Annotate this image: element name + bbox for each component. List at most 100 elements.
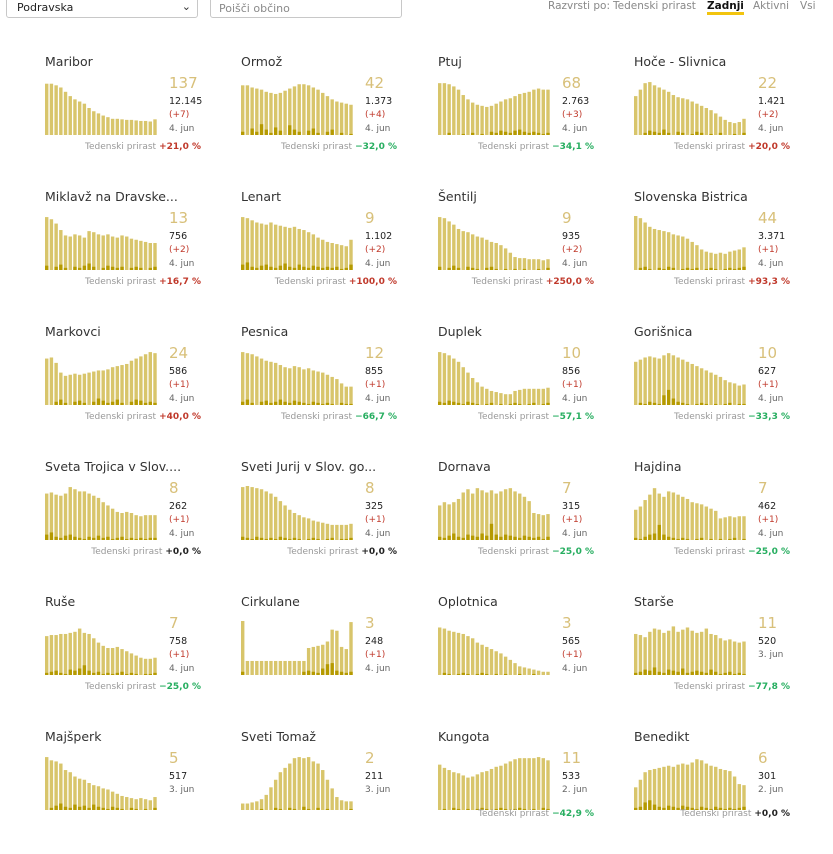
active-cases-bar xyxy=(297,515,301,540)
municipality-card[interactable]: Duplek 10 856 (+1) 4. jun Tedenski prirast −57… xyxy=(438,324,628,449)
new-cases-bar xyxy=(278,399,283,405)
new-cases-bar xyxy=(546,402,550,405)
new-cases-bar xyxy=(68,669,72,675)
active-cases-bar xyxy=(153,515,157,540)
active-cases-bar xyxy=(120,365,124,405)
active-cases-bar xyxy=(143,120,148,135)
new-cases-bar xyxy=(92,266,96,270)
municipality-card[interactable]: Starše 11 520 3. jun Tedenski prirast −77,8 % xyxy=(634,594,824,719)
active-cases-bar xyxy=(508,394,513,405)
active-cases-bar xyxy=(666,491,671,540)
municipality-card[interactable]: Slovenska Bistrica 44 3.371 (+1) 4. jun Teden… xyxy=(634,189,824,314)
active-cases-bar xyxy=(129,119,134,135)
new-cases-bar xyxy=(120,402,124,405)
active-cases-bar xyxy=(302,84,306,135)
active-cases-bar xyxy=(522,758,527,810)
active-cases-bar xyxy=(125,236,129,270)
new-cases-bar xyxy=(241,671,245,675)
municipality-card[interactable]: Oplotnica 3 565 (+1) 4. jun xyxy=(438,594,628,719)
municipality-card[interactable]: Benedikt 6 301 2. jun Tedenski prirast +0,0 % xyxy=(634,729,824,854)
municipality-card[interactable]: Cirkulane 3 248 (+1) 4. jun xyxy=(241,594,431,719)
municipality-card[interactable]: Hajdina 7 462 (+1) 4. jun Tedenski prirast −25… xyxy=(634,459,824,584)
new-cases-bar xyxy=(718,807,723,810)
active-cases-bar xyxy=(339,102,344,135)
active-cases-bar xyxy=(45,493,49,540)
active-cases-bar xyxy=(49,357,54,405)
sort-option-weekly-growth[interactable]: Tedenski prirast xyxy=(613,0,696,12)
weekly-growth-label: Tedenski prirast xyxy=(85,412,157,422)
active-cases-bar xyxy=(513,759,517,810)
municipality-card[interactable]: Gorišnica 10 627 (+1) 4. jun Tedenski prirast… xyxy=(634,324,824,449)
new-cases-bar xyxy=(657,267,661,270)
weekly-growth-label: Tedenski prirast xyxy=(85,142,157,152)
municipality-card[interactable]: Majšperk 5 517 3. jun xyxy=(45,729,235,854)
municipality-card[interactable]: Kungota 11 533 2. jun Tedenski prirast −42,9 … xyxy=(438,729,628,854)
municipality-card[interactable]: Dornava 7 315 (+1) 4. jun Tedenski prirast −25… xyxy=(438,459,628,584)
active-cases-bar xyxy=(447,355,451,405)
sort-option-latest[interactable]: Zadnji xyxy=(707,0,744,15)
new-cases-bar xyxy=(671,398,676,405)
region-select[interactable]: Podravska ⌄ xyxy=(6,0,198,18)
municipality-card[interactable]: Sveti Jurij v Slov. go... 8 325 (+1) 4. jun T… xyxy=(241,459,431,584)
new-cases-bar xyxy=(714,671,718,675)
active-cases-bar xyxy=(485,106,489,135)
municipality-card[interactable]: Sveti Tomaž 2 211 3. jun xyxy=(241,729,431,854)
municipality-card[interactable]: Miklavž na Dravske... 13 756 (+2) 4. jun Tede… xyxy=(45,189,235,314)
municipality-card[interactable]: Ormož 42 1.373 (+4) 4. jun Tedenski prirast −3… xyxy=(241,54,431,179)
new-cases-bar xyxy=(273,807,278,810)
new-cases-bar xyxy=(269,266,273,270)
new-cases-bar xyxy=(728,807,732,810)
active-cases-bar xyxy=(518,666,522,675)
new-cases-bar xyxy=(508,132,513,135)
active-cases-bar xyxy=(316,89,320,135)
active-cases-bar xyxy=(302,230,306,270)
active-cases-bar xyxy=(461,367,465,405)
municipality-search-input[interactable]: Poišči občino xyxy=(210,0,402,18)
new-cases-bar xyxy=(522,808,527,810)
active-cases-bar xyxy=(73,489,77,540)
new-cases-bar xyxy=(704,807,709,810)
new-cases-bar xyxy=(125,673,129,675)
new-cases-bar xyxy=(699,132,704,135)
active-cases-bar xyxy=(273,779,278,810)
new-cases-bar xyxy=(92,537,96,540)
sparkline-svg xyxy=(241,217,353,270)
active-cases-bar xyxy=(456,361,461,405)
new-cases-bar xyxy=(101,673,105,675)
active-cases-bar xyxy=(335,379,339,405)
active-cases-bar xyxy=(325,523,330,540)
new-cases-bar xyxy=(153,402,157,405)
active-cases-bar xyxy=(129,238,134,270)
active-cases-bar xyxy=(480,490,484,540)
new-cases-bar xyxy=(690,671,694,675)
new-cases-bar xyxy=(110,401,115,405)
cases-bar-chart xyxy=(634,81,747,135)
municipality-card[interactable]: Ruše 7 758 (+1) 4. jun Tedenski prirast −25,0 … xyxy=(45,594,235,719)
municipality-card[interactable]: Hoče - Slivnica 22 1.421 (+2) 4. jun Tedenski… xyxy=(634,54,824,179)
new-cases-bar xyxy=(96,398,101,405)
weekly-growth-value: +0,0 % xyxy=(165,547,201,557)
weekly-growth-label: Tedenski prirast xyxy=(85,277,157,287)
municipality-card[interactable]: Markovci 24 586 (+1) 4. jun Tedenski prirast +… xyxy=(45,324,235,449)
sort-option-all[interactable]: Vsi xyxy=(800,0,816,12)
active-cases-bar xyxy=(143,658,148,675)
total-cases-count: 1.102 xyxy=(365,231,393,242)
new-cases-bar xyxy=(494,132,498,135)
municipality-card[interactable]: Ptuj 68 2.763 (+3) 4. jun Tedenski prirast −34… xyxy=(438,54,628,179)
new-cases-bar xyxy=(129,267,134,270)
municipality-card[interactable]: Šentilj 9 935 (+2) 4. jun Tedenski prirast +25… xyxy=(438,189,628,314)
last-update-date: 4. jun xyxy=(562,394,588,404)
municipality-card[interactable]: Lenart 9 1.102 (+2) 4. jun Tedenski prirast +1… xyxy=(241,189,431,314)
active-cases-bar xyxy=(330,788,334,810)
new-cases-bar xyxy=(643,132,647,135)
active-cases-bar xyxy=(92,495,96,540)
municipality-name: Ptuj xyxy=(438,54,462,69)
new-cases-bar xyxy=(344,672,348,675)
municipality-card[interactable]: Sveta Trojica v Slov.... 8 262 (+1) 4. jun Te… xyxy=(45,459,235,584)
active-cases-bar xyxy=(676,357,680,405)
sort-option-active[interactable]: Aktivni xyxy=(753,0,790,12)
active-cases-bar xyxy=(536,88,541,135)
active-cases-bar xyxy=(475,104,480,135)
municipality-card[interactable]: Pesnica 12 855 (+1) 4. jun Tedenski prirast −6… xyxy=(241,324,431,449)
municipality-card[interactable]: Maribor 137 12.145 (+7) 4. jun Tedenski prira… xyxy=(45,54,235,179)
